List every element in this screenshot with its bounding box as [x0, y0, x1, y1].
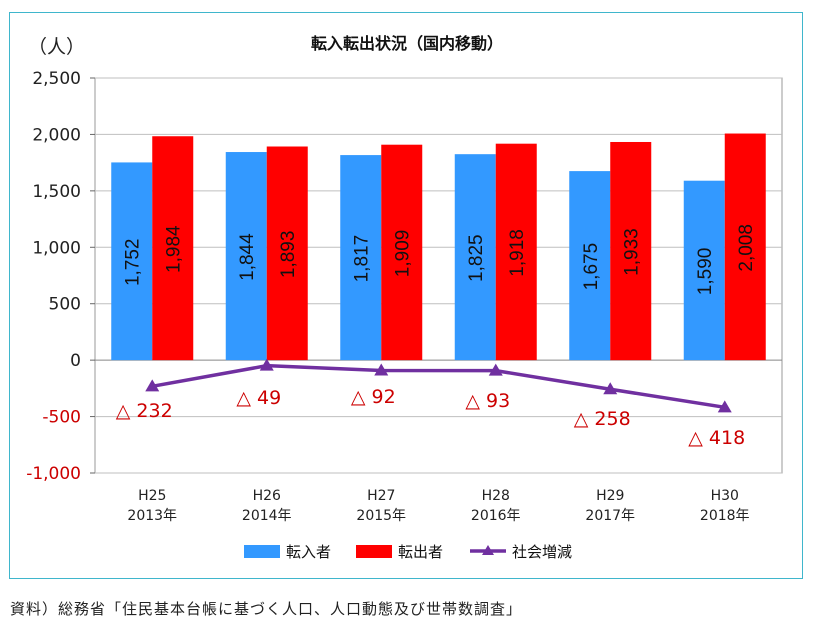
legend-swatch [244, 545, 280, 558]
bar-inflow [225, 152, 267, 361]
bar-value-label: 1,844 [237, 233, 258, 281]
y-tick-label: -500 [42, 408, 81, 428]
bar-value-label: 1,752 [123, 239, 144, 287]
plot-area [94, 77, 783, 474]
y-tick-label: -1,000 [26, 464, 81, 484]
bar-outflow [381, 144, 423, 361]
x-tick-label: H30 [711, 488, 739, 504]
line-marker [488, 363, 503, 376]
y-tick-label: 1,000 [32, 238, 81, 258]
x-tick-label: 2016年 [471, 508, 521, 524]
line-marker [374, 363, 389, 376]
x-tick-label: 2018年 [700, 508, 750, 524]
bar-value-label: 2,008 [736, 224, 757, 272]
line-marker [145, 379, 160, 392]
line-marker [259, 358, 274, 371]
bar-outflow [724, 133, 766, 361]
x-tick-label: H29 [596, 488, 624, 504]
y-tick-label: 2,500 [32, 69, 81, 89]
x-tick-label: H25 [138, 488, 166, 504]
x-tick-label: H28 [482, 488, 510, 504]
line-value-label: △ 93 [465, 390, 510, 412]
line-value-label: △ 258 [574, 408, 631, 430]
legend-label: 転出者 [398, 543, 443, 561]
y-tick-label: 0 [70, 351, 81, 371]
source-note: 資料）総務省「住民基本台帳に基づく人口、人口動態及び世帯数調査」 [10, 600, 523, 618]
line-marker [603, 382, 618, 395]
bar-value-label: 1,918 [507, 229, 528, 277]
y-tick-label: 500 [49, 295, 81, 315]
bar-inflow [111, 162, 153, 361]
bar-outflow [152, 136, 194, 361]
bar-value-label: 1,933 [622, 228, 643, 276]
bar-outflow [266, 146, 308, 361]
bar-value-label: 1,909 [393, 230, 414, 278]
y-axis-label: （人） [28, 36, 85, 58]
legend-label: 転入者 [286, 543, 331, 561]
line-value-label: △ 49 [236, 387, 281, 409]
line-value-label: △ 92 [351, 386, 396, 408]
x-tick-label: 2014年 [242, 508, 292, 524]
legend-swatch [356, 545, 392, 558]
bar-inflow [454, 154, 496, 361]
line-net-change [151, 363, 726, 410]
bar-outflow [610, 141, 652, 361]
bar-value-label: 1,590 [695, 248, 716, 296]
x-tick-label: 2017年 [585, 508, 635, 524]
y-tick-label: 2,000 [32, 125, 81, 145]
line-value-label: △ 232 [116, 400, 173, 422]
x-tick-label: H26 [253, 488, 281, 504]
x-tick-label: 2015年 [356, 508, 406, 524]
x-tick-label: 2013年 [127, 508, 177, 524]
bar-value-label: 1,817 [352, 235, 373, 283]
bar-value-label: 1,675 [581, 243, 602, 291]
bar-value-label: 1,893 [278, 231, 299, 279]
bar-inflow [569, 171, 611, 361]
line-marker [717, 400, 732, 413]
bar-outflow [495, 143, 537, 361]
chart-title: 転入転出状況（国内移動） [311, 34, 503, 53]
bar-inflow [340, 155, 382, 361]
bar-value-label: 1,984 [164, 225, 185, 273]
line-value-label: △ 418 [688, 427, 745, 449]
legend-label: 社会増減 [512, 543, 572, 561]
bar-inflow [683, 180, 725, 361]
bar-value-label: 1,825 [466, 234, 487, 282]
y-tick-label: 1,500 [32, 182, 81, 202]
legend-marker [482, 545, 494, 555]
x-tick-label: H27 [367, 488, 395, 504]
